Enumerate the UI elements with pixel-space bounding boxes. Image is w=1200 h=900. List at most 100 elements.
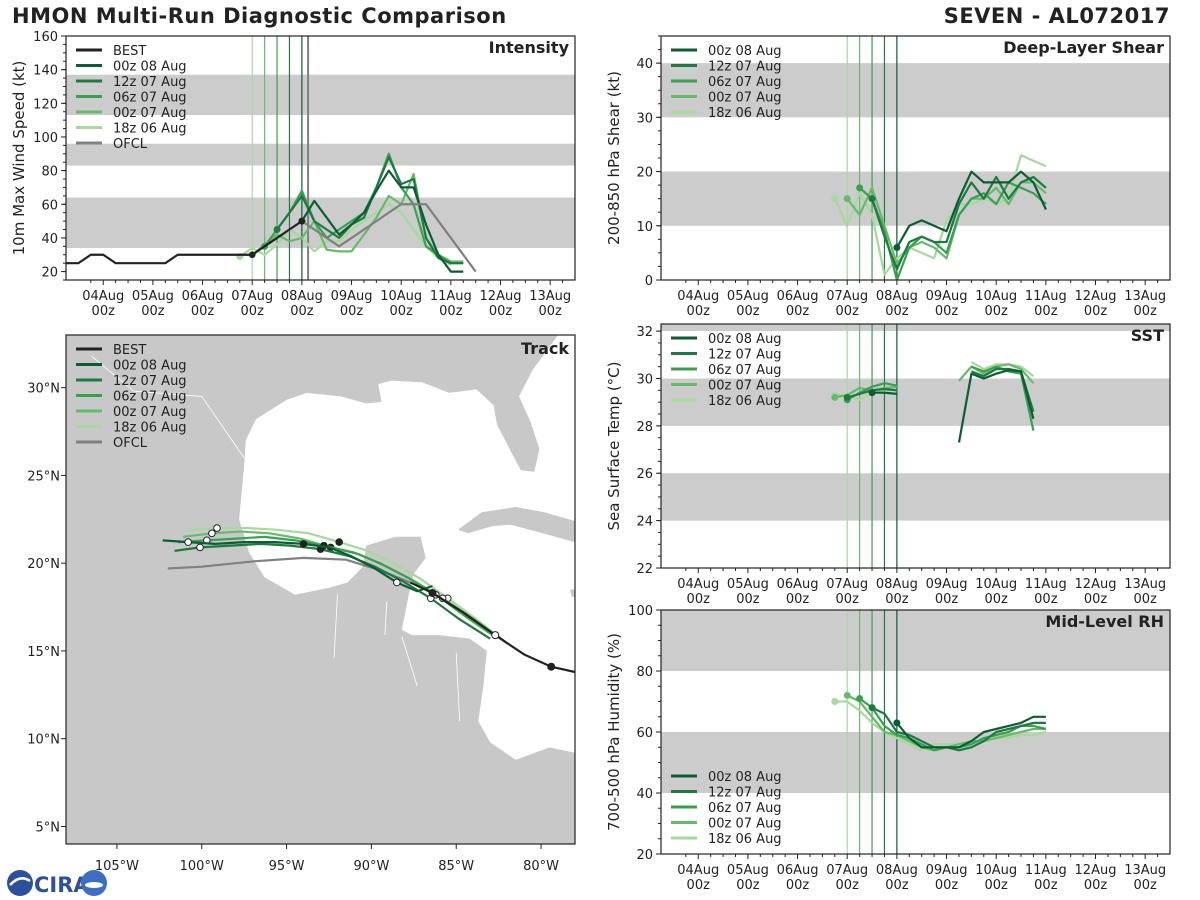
track-border xyxy=(333,594,338,658)
intensity-ytick-label: 160 xyxy=(33,30,58,45)
cira-logo-globe-icon xyxy=(7,870,33,896)
intensity-series-init-point xyxy=(273,226,281,234)
track-land-jamaica xyxy=(569,589,575,598)
track-plot-area xyxy=(66,335,582,844)
intensity-xtick-label-date: 04Aug xyxy=(82,289,124,304)
shear-band xyxy=(661,63,1170,118)
intensity-ytick-label: 60 xyxy=(41,198,58,213)
shear-ytick-label: 0 xyxy=(645,274,653,289)
shear-xtick-label-date: 12Aug xyxy=(1075,289,1117,304)
track-frame xyxy=(65,334,576,845)
sst-legend-label: 12z 07 Aug xyxy=(708,348,782,363)
rh-series-init-point xyxy=(831,698,839,705)
shear-ytick-label: 20 xyxy=(636,166,653,181)
rh-xtick-label-hour: 00z xyxy=(935,878,959,893)
shear-xtick-label-hour: 00z xyxy=(836,304,860,319)
shear-xtick-label-date: 10Aug xyxy=(975,289,1017,304)
shear-series-line xyxy=(833,154,1047,276)
sst-ytick-label: 30 xyxy=(636,372,653,387)
sst-frame xyxy=(660,323,1171,569)
intensity-legend-label: 12z 07 Aug xyxy=(113,75,187,90)
shear-xtick-label-hour: 00z xyxy=(985,304,1009,319)
shear-ytick-label: 10 xyxy=(636,220,653,235)
sst-xtick-label-hour: 00z xyxy=(736,592,760,607)
intensity-xtick-label-hour: 00z xyxy=(489,304,513,319)
shear-xtick-label-hour: 00z xyxy=(786,304,810,319)
sst-ytick-label: 24 xyxy=(636,515,653,530)
sst-ytick-label: 26 xyxy=(636,467,653,482)
intensity-best-line xyxy=(66,220,303,265)
intensity-legend-label: OFCL xyxy=(113,137,148,152)
sst-xtick-label-date: 09Aug xyxy=(926,577,968,592)
rh-ylabel: 700-500 hPa Humidity (%) xyxy=(605,633,623,831)
track-xtick-label: 85°W xyxy=(438,859,474,874)
track-border xyxy=(401,636,418,687)
intensity-series-line xyxy=(300,169,464,273)
intensity-xtick-label-hour: 00z xyxy=(290,304,314,319)
track-land-bahamas xyxy=(575,484,582,496)
intensity-frame xyxy=(65,35,576,281)
track-legend-label: 12z 07 Aug xyxy=(113,374,187,389)
sst-xtick-label-hour: 00z xyxy=(1133,592,1157,607)
intensity-ytick-label: 100 xyxy=(33,131,58,146)
shear-ytick-label: 30 xyxy=(636,111,653,126)
sst-xtick-label-hour: 00z xyxy=(1084,592,1108,607)
rh-band xyxy=(661,610,1170,671)
rh-xtick-label-date: 12Aug xyxy=(1075,863,1117,878)
track-ytick-label: 5°N xyxy=(36,820,61,835)
intensity-xtick-label-date: 11Aug xyxy=(430,289,472,304)
track-series-point xyxy=(184,538,192,546)
sst-legend-label: 00z 08 Aug xyxy=(708,332,782,347)
sst-xtick-label-hour: 00z xyxy=(935,592,959,607)
rh-xtick-label-hour: 00z xyxy=(1133,878,1157,893)
shear-legend-label: 12z 07 Aug xyxy=(708,60,782,75)
rh-xtick-label-date: 13Aug xyxy=(1124,863,1166,878)
track-series-point xyxy=(299,540,308,548)
page-title: HMON Multi-Run Diagnostic Comparison xyxy=(12,4,507,28)
rh-title: Mid-Level RH xyxy=(1045,612,1164,631)
rh-ytick-label: 20 xyxy=(636,848,653,863)
track-legend-label: OFCL xyxy=(113,436,148,451)
rh-xtick-label-hour: 00z xyxy=(1084,878,1108,893)
cira-logo-text: CIRA xyxy=(34,873,90,897)
shear-ytick-label: 40 xyxy=(636,57,653,72)
track-series-point xyxy=(213,524,221,532)
track-xtick-label: 80°W xyxy=(523,859,559,874)
shear-series-line xyxy=(870,175,1047,271)
rh-series-line xyxy=(896,715,1046,749)
sst-xtick-label-date: 06Aug xyxy=(777,577,819,592)
rh-xtick-label-date: 06Aug xyxy=(777,863,819,878)
rh-ytick-label: 100 xyxy=(628,604,653,619)
track-legend-label: BEST xyxy=(113,343,146,358)
sst-series-init-point xyxy=(868,389,876,397)
track-best-point xyxy=(547,662,556,671)
sst-xtick-label-date: 04Aug xyxy=(677,577,719,592)
rh-xtick-label-date: 07Aug xyxy=(826,863,868,878)
shear-xtick-label-date: 04Aug xyxy=(677,289,719,304)
intensity-xtick-label-date: 12Aug xyxy=(480,289,522,304)
shear-xtick-label-date: 09Aug xyxy=(926,289,968,304)
track-series-point xyxy=(393,578,401,587)
shear-xtick-label-hour: 00z xyxy=(1034,304,1058,319)
track-ytick-label: 15°N xyxy=(27,645,60,660)
rh-xtick-label-hour: 00z xyxy=(736,878,760,893)
intensity-series-line xyxy=(239,203,452,266)
sst-xtick-label-hour: 00z xyxy=(836,592,860,607)
intensity-legend-label: BEST xyxy=(113,44,146,59)
sst-series-line xyxy=(957,369,1035,443)
shear-series-line xyxy=(846,181,1047,265)
sst-xtick-label-date: 10Aug xyxy=(975,577,1017,592)
sst-series-line xyxy=(970,360,1035,377)
shear-legend-label: 00z 08 Aug xyxy=(708,44,782,59)
rh-xtick-label-date: 10Aug xyxy=(975,863,1017,878)
track-legend-label: 06z 07 Aug xyxy=(113,390,187,405)
rh-series-init-point xyxy=(868,704,876,712)
intensity-xtick-label-hour: 00z xyxy=(439,304,463,319)
sst-xtick-label-date: 07Aug xyxy=(826,577,868,592)
rh-ytick-label: 80 xyxy=(636,665,653,680)
track-xtick-label: 90°W xyxy=(353,859,389,874)
intensity-xtick-label-hour: 00z xyxy=(340,304,364,319)
track-xtick-label: 105°W xyxy=(95,859,139,874)
shear-xtick-label-date: 11Aug xyxy=(1025,289,1067,304)
intensity-band xyxy=(66,74,575,116)
